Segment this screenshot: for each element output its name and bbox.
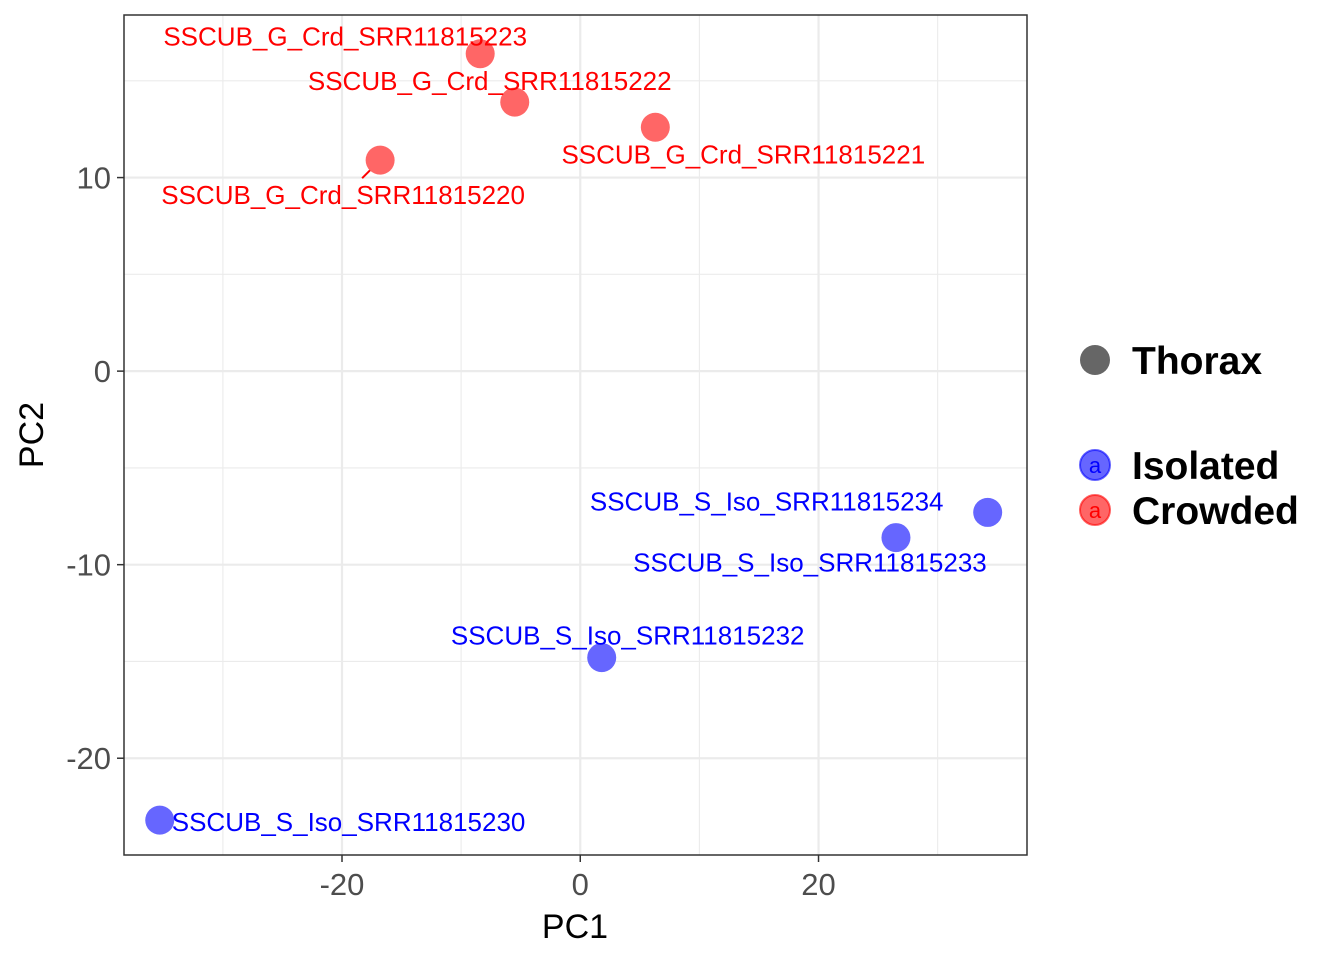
point-label: SSCUB_S_Iso_SRR11815230 — [172, 807, 526, 837]
y-tick-label: -10 — [66, 548, 111, 583]
point-label: SSCUB_S_Iso_SRR11815234 — [590, 486, 944, 516]
legend-crowded-label: Crowded — [1132, 490, 1299, 533]
point-label: SSCUB_G_Crd_SRR11815223 — [163, 22, 527, 52]
legend-isolated-label: Isolated — [1132, 445, 1279, 488]
legend-crowded-key — [1079, 494, 1111, 526]
isolated-point — [881, 523, 911, 553]
data-points — [145, 39, 1003, 835]
point-label: SSCUB_S_Iso_SRR11815233 — [633, 548, 987, 578]
x-tick-label: 20 — [801, 867, 835, 902]
y-tick-label: 10 — [77, 161, 111, 196]
crowded-point — [365, 145, 395, 175]
legend-thorax-shape-key — [1080, 345, 1110, 375]
x-axis-ticks: -20 0 20 — [320, 855, 836, 902]
point-labels: SSCUB_S_Iso_SRR11815230 SSCUB_S_Iso_SRR11… — [161, 22, 987, 837]
legend: Thorax a Isolated a Crowded — [1079, 340, 1299, 533]
x-tick-label: 0 — [572, 867, 589, 902]
isolated-point — [587, 643, 617, 673]
isolated-point — [145, 805, 175, 835]
y-axis-title: PC2 — [13, 402, 51, 468]
isolated-point — [973, 497, 1003, 527]
y-tick-label: 0 — [94, 354, 111, 389]
major-gridlines — [124, 15, 1027, 855]
x-axis-title: PC1 — [542, 908, 608, 946]
legend-crowded-key-glyph: a — [1089, 498, 1102, 523]
y-axis-ticks: 10 0 -10 -20 — [66, 161, 124, 776]
point-label: SSCUB_S_Iso_SRR11815232 — [451, 621, 805, 651]
point-label: SSCUB_G_Crd_SRR11815220 — [161, 180, 525, 210]
crowded-point — [465, 39, 495, 69]
crowded-point — [640, 112, 670, 142]
crowded-point — [500, 87, 530, 117]
point-label: SSCUB_G_Crd_SRR11815221 — [561, 139, 925, 169]
legend-isolated-key-glyph: a — [1089, 453, 1102, 478]
x-tick-label: -20 — [320, 867, 365, 902]
legend-thorax-label: Thorax — [1132, 340, 1262, 383]
y-tick-label: -20 — [66, 741, 111, 776]
panel-border — [123, 14, 1028, 856]
point-label: SSCUB_G_Crd_SRR11815222 — [308, 66, 672, 96]
minor-gridlines — [124, 15, 1027, 856]
legend-isolated-key — [1079, 449, 1111, 481]
